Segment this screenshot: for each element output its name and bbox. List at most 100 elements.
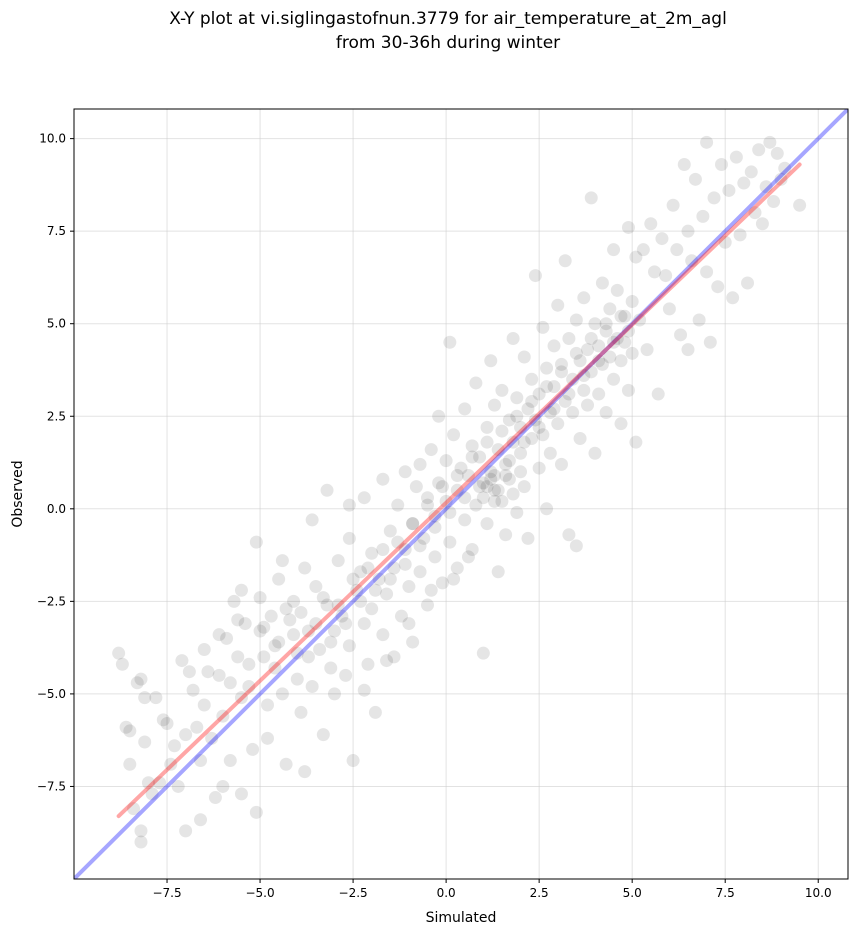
data-point: [409, 480, 423, 494]
data-point: [487, 398, 501, 412]
data-point: [376, 543, 390, 557]
data-point: [551, 298, 565, 312]
data-point: [301, 624, 315, 638]
data-point: [733, 228, 747, 242]
data-point: [208, 791, 222, 805]
data-point: [138, 735, 152, 749]
data-point: [406, 635, 420, 649]
data-point: [383, 524, 397, 538]
data-point: [413, 457, 427, 471]
data-point: [506, 435, 520, 449]
plot-frame: [73, 108, 849, 880]
data-point: [599, 317, 613, 331]
data-point: [487, 483, 501, 497]
x-tick-label: 5.0: [623, 886, 642, 900]
data-point: [398, 543, 412, 557]
data-point: [130, 676, 144, 690]
data-point: [532, 387, 546, 401]
data-point: [435, 480, 449, 494]
data-point: [543, 406, 557, 420]
data-point: [115, 657, 129, 671]
data-point: [357, 491, 371, 505]
data-point: [480, 420, 494, 434]
data-point: [301, 650, 315, 664]
data-point: [700, 135, 714, 149]
data-point: [339, 617, 353, 631]
data-point: [703, 335, 717, 349]
x-tick-label: 7.5: [716, 886, 735, 900]
data-point: [402, 617, 416, 631]
data-point: [275, 554, 289, 568]
data-point: [387, 650, 401, 664]
data-point: [577, 383, 591, 397]
data-point: [145, 787, 159, 801]
data-point: [674, 328, 688, 342]
data-point: [718, 235, 732, 249]
data-point: [212, 668, 226, 682]
data-point: [547, 339, 561, 353]
data-point: [313, 642, 327, 656]
data-point: [506, 487, 520, 501]
data-point: [532, 420, 546, 434]
data-point: [618, 335, 632, 349]
data-point: [465, 439, 479, 453]
data-point: [621, 383, 635, 397]
data-point: [294, 605, 308, 619]
data-point: [153, 776, 167, 790]
data-point: [205, 731, 219, 745]
data-point: [554, 357, 568, 371]
data-point: [536, 320, 550, 334]
data-point: [562, 528, 576, 542]
data-point: [368, 583, 382, 597]
data-point: [428, 520, 442, 534]
data-point: [525, 431, 539, 445]
data-point: [584, 365, 598, 379]
data-point: [536, 428, 550, 442]
data-point: [197, 642, 211, 656]
data-point: [707, 191, 721, 205]
data-point: [677, 158, 691, 172]
data-point: [149, 691, 163, 705]
data-point: [257, 620, 271, 634]
data-point: [476, 646, 490, 660]
data-point: [532, 461, 546, 475]
data-point: [119, 720, 133, 734]
data-point: [327, 624, 341, 638]
data-point: [603, 350, 617, 364]
data-point: [510, 506, 524, 520]
data-point: [473, 450, 487, 464]
data-point: [294, 705, 308, 719]
data-point: [528, 413, 542, 427]
data-point: [625, 346, 639, 360]
data-point: [127, 802, 141, 816]
data-point: [502, 413, 516, 427]
data-point: [640, 343, 654, 357]
data-point: [361, 657, 375, 671]
data-point: [194, 754, 208, 768]
data-point: [275, 687, 289, 701]
data-point: [755, 217, 769, 231]
data-point: [577, 369, 591, 383]
y-axis-label: Observed: [10, 460, 26, 527]
data-point: [752, 143, 766, 157]
data-point: [469, 498, 483, 512]
data-point: [424, 583, 438, 597]
data-point: [595, 276, 609, 290]
data-point: [272, 572, 286, 586]
lines-layer: [74, 109, 848, 879]
data-point: [164, 757, 178, 771]
y-tick-label: 5.0: [47, 317, 66, 331]
data-point: [681, 343, 695, 357]
data-point: [194, 813, 208, 827]
data-point: [272, 635, 286, 649]
data-point: [320, 483, 334, 497]
data-point: [569, 346, 583, 360]
data-point: [417, 531, 431, 545]
data-point: [339, 668, 353, 682]
data-point: [160, 717, 174, 731]
data-point: [499, 528, 513, 542]
data-point: [320, 598, 334, 612]
data-point: [778, 161, 792, 175]
data-point: [502, 472, 516, 486]
data-point: [421, 491, 435, 505]
